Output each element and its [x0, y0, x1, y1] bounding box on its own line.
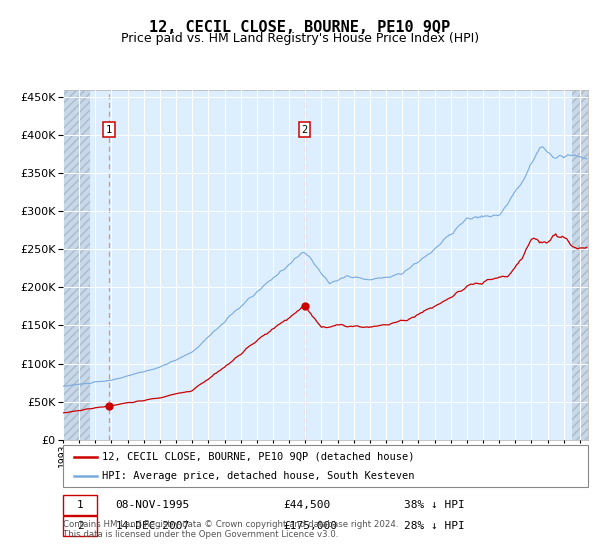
Text: 08-NOV-1995: 08-NOV-1995 — [115, 500, 190, 510]
Text: £175,000: £175,000 — [284, 521, 337, 531]
Text: £44,500: £44,500 — [284, 500, 331, 510]
Text: Price paid vs. HM Land Registry's House Price Index (HPI): Price paid vs. HM Land Registry's House … — [121, 32, 479, 45]
Text: HPI: Average price, detached house, South Kesteven: HPI: Average price, detached house, Sout… — [103, 471, 415, 481]
Text: Contains HM Land Registry data © Crown copyright and database right 2024.
This d: Contains HM Land Registry data © Crown c… — [63, 520, 398, 539]
Text: 38% ↓ HPI: 38% ↓ HPI — [404, 500, 465, 510]
Text: 1: 1 — [106, 125, 112, 135]
Text: 12, CECIL CLOSE, BOURNE, PE10 9QP: 12, CECIL CLOSE, BOURNE, PE10 9QP — [149, 20, 451, 35]
Bar — [63, 90, 91, 440]
Text: 1: 1 — [77, 500, 84, 510]
Text: 14-DEC-2007: 14-DEC-2007 — [115, 521, 190, 531]
Text: 28% ↓ HPI: 28% ↓ HPI — [404, 521, 465, 531]
Bar — [63, 516, 97, 536]
Text: 2: 2 — [302, 125, 308, 135]
Bar — [63, 495, 97, 515]
Bar — [572, 90, 588, 440]
Text: 12, CECIL CLOSE, BOURNE, PE10 9QP (detached house): 12, CECIL CLOSE, BOURNE, PE10 9QP (detac… — [103, 451, 415, 461]
Text: 2: 2 — [77, 521, 84, 531]
